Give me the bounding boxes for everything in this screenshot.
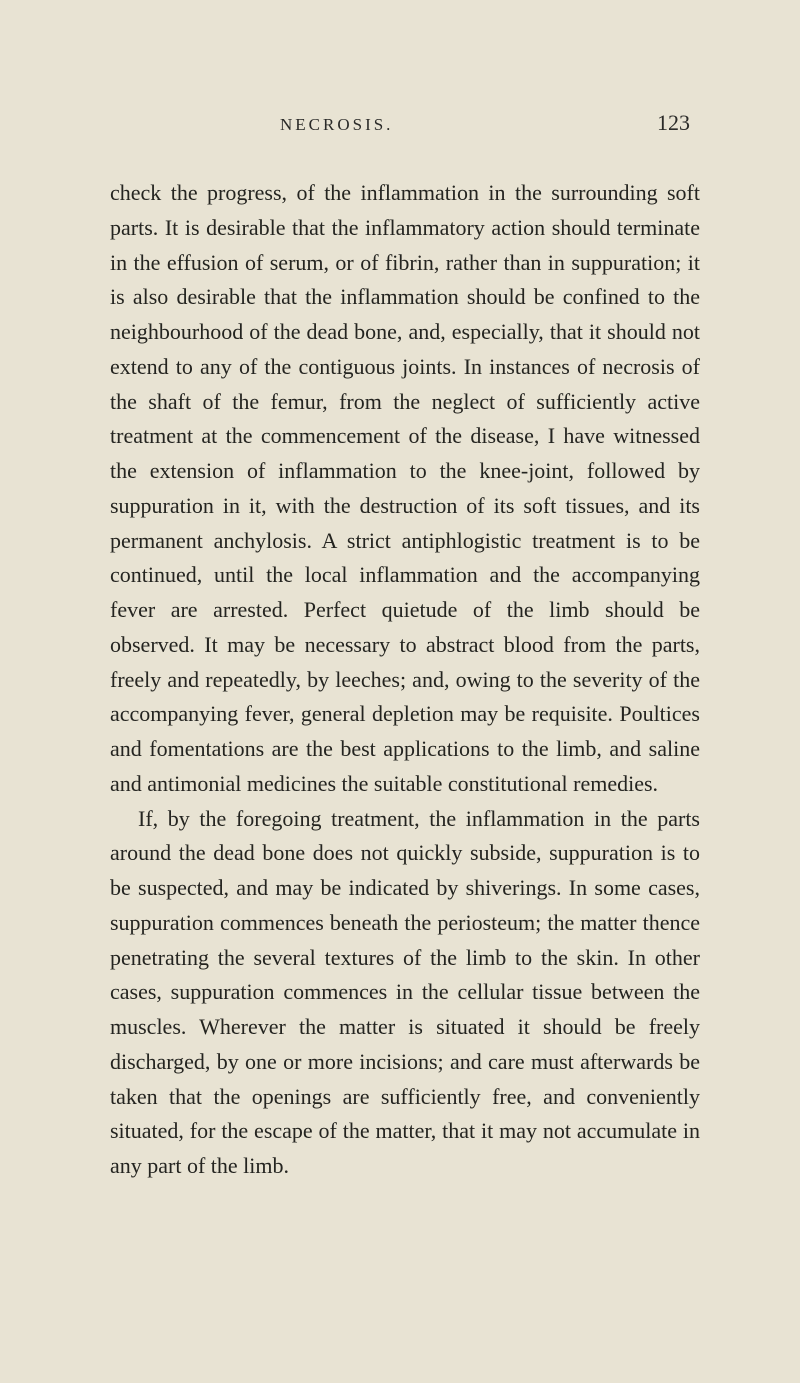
page-number: 123: [657, 110, 690, 136]
body-text: check the progress, of the inflammation …: [110, 176, 700, 1184]
header-title: NECROSIS.: [280, 115, 393, 135]
paragraph: If, by the foregoing treatment, the infl…: [110, 802, 700, 1184]
paragraph: check the progress, of the inflammation …: [110, 176, 700, 802]
page-header: NECROSIS. 123: [110, 110, 700, 136]
page-container: NECROSIS. 123 check the progress, of the…: [0, 0, 800, 1244]
